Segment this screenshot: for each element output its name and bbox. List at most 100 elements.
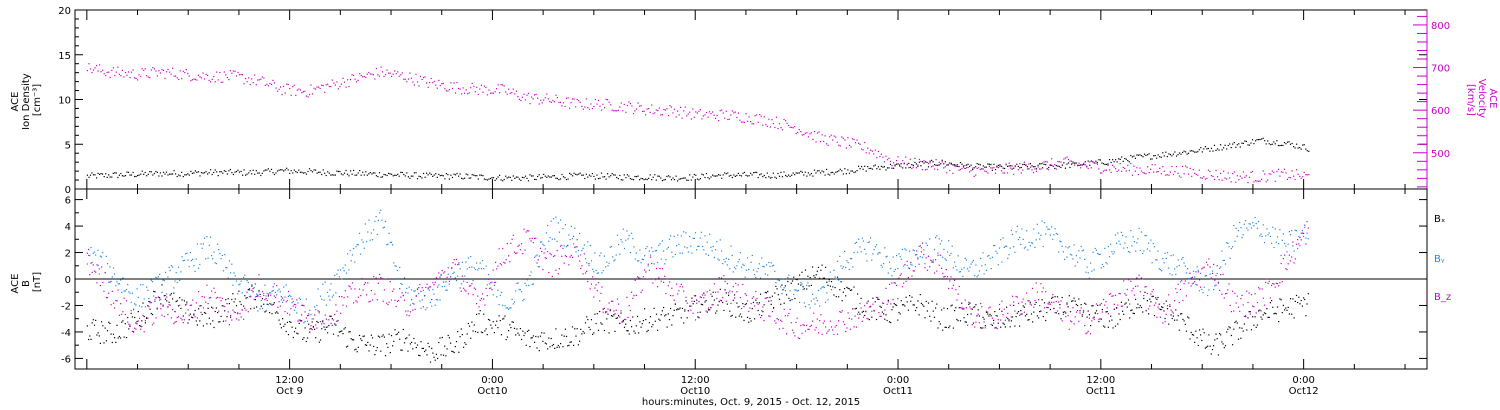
velocity-point <box>721 109 723 111</box>
bz-point <box>567 245 569 247</box>
bx-point <box>1214 339 1216 341</box>
velocity-point <box>789 126 791 128</box>
bz-point <box>684 308 686 311</box>
bx-point <box>1148 313 1150 315</box>
bx-point <box>1002 322 1004 324</box>
density-point <box>645 178 647 180</box>
bz-point <box>1032 287 1034 289</box>
bx-point <box>923 305 925 307</box>
by-point <box>804 306 807 308</box>
velocity-point <box>553 101 555 103</box>
velocity-point <box>97 70 99 72</box>
bx-point <box>1140 306 1143 309</box>
bz-point <box>868 306 870 308</box>
density-point <box>547 175 549 177</box>
velocity-point <box>555 94 557 96</box>
bx-point <box>248 289 251 291</box>
density-point <box>877 166 879 168</box>
bx-point <box>614 330 616 332</box>
bz-point <box>169 304 171 306</box>
bx-point <box>958 307 960 309</box>
bx-point <box>413 337 415 340</box>
bx-point <box>1303 297 1305 299</box>
bz-point <box>1116 307 1118 309</box>
by-point <box>689 235 691 238</box>
bz-point <box>1209 266 1211 268</box>
by-point <box>212 258 214 260</box>
bz-point <box>601 286 603 288</box>
density-point <box>188 174 190 176</box>
by-point <box>918 245 920 247</box>
bz-point <box>150 302 152 304</box>
velocity-point <box>86 70 88 72</box>
bz-point <box>873 310 875 312</box>
bx-point <box>265 310 267 312</box>
bx-point <box>1137 303 1139 305</box>
velocity-point <box>1051 158 1053 160</box>
by-point <box>1162 258 1164 260</box>
bx-point <box>661 310 663 312</box>
bx-point <box>1053 307 1055 310</box>
density-point <box>854 171 857 173</box>
bz-point <box>680 283 682 285</box>
bx-point <box>421 347 423 350</box>
by-point <box>1210 277 1212 279</box>
velocity-point <box>943 167 945 169</box>
bz-point <box>820 314 822 316</box>
density-point <box>175 173 177 175</box>
by-point <box>433 293 435 295</box>
by-point <box>1284 242 1286 245</box>
velocity-point <box>324 91 326 93</box>
velocity-point <box>1256 180 1258 182</box>
velocity-point <box>372 74 374 76</box>
by-point <box>274 291 277 293</box>
bx-point <box>1253 324 1255 326</box>
by-point <box>1209 273 1211 275</box>
velocity-point <box>384 74 387 76</box>
bz-point <box>470 285 472 287</box>
bx-point <box>295 327 297 329</box>
velocity-point <box>210 81 212 83</box>
density-point <box>375 175 377 177</box>
bz-point <box>256 295 258 297</box>
by-point <box>961 268 963 270</box>
by-point <box>887 272 889 274</box>
velocity-point <box>410 77 412 79</box>
velocity-point <box>1239 175 1241 177</box>
by-point <box>439 299 441 301</box>
bx-point <box>911 296 913 298</box>
bz-point <box>1230 311 1232 313</box>
bz-point <box>1279 282 1281 284</box>
bx-point <box>563 335 565 337</box>
velocity-point <box>929 162 931 164</box>
by-point <box>89 255 91 257</box>
by-point <box>99 255 101 257</box>
bx-point <box>512 321 514 323</box>
density-point <box>582 174 584 176</box>
bz-point <box>209 297 212 299</box>
b-axis-title-line2: B <box>21 280 32 287</box>
bz-point <box>1021 301 1023 303</box>
velocity-point <box>439 84 441 87</box>
velocity-point <box>1305 174 1307 176</box>
by-point <box>1182 257 1184 259</box>
by-point <box>1059 240 1061 242</box>
bx-point <box>619 322 621 324</box>
density-point <box>346 173 349 175</box>
bz-point <box>938 264 940 266</box>
bx-point <box>623 326 626 328</box>
density-point <box>943 163 945 165</box>
density-point <box>109 176 111 178</box>
by-point <box>259 308 261 310</box>
velocity-point <box>407 78 409 80</box>
bx-point <box>782 289 784 291</box>
bx-point <box>972 322 975 324</box>
bz-point <box>1254 293 1256 295</box>
by-point <box>713 256 715 259</box>
by-point <box>783 287 785 289</box>
bz-point <box>424 295 426 297</box>
density-point <box>123 175 125 177</box>
velocity-point <box>932 165 934 167</box>
density-point <box>479 174 481 176</box>
bz-point <box>92 264 94 266</box>
